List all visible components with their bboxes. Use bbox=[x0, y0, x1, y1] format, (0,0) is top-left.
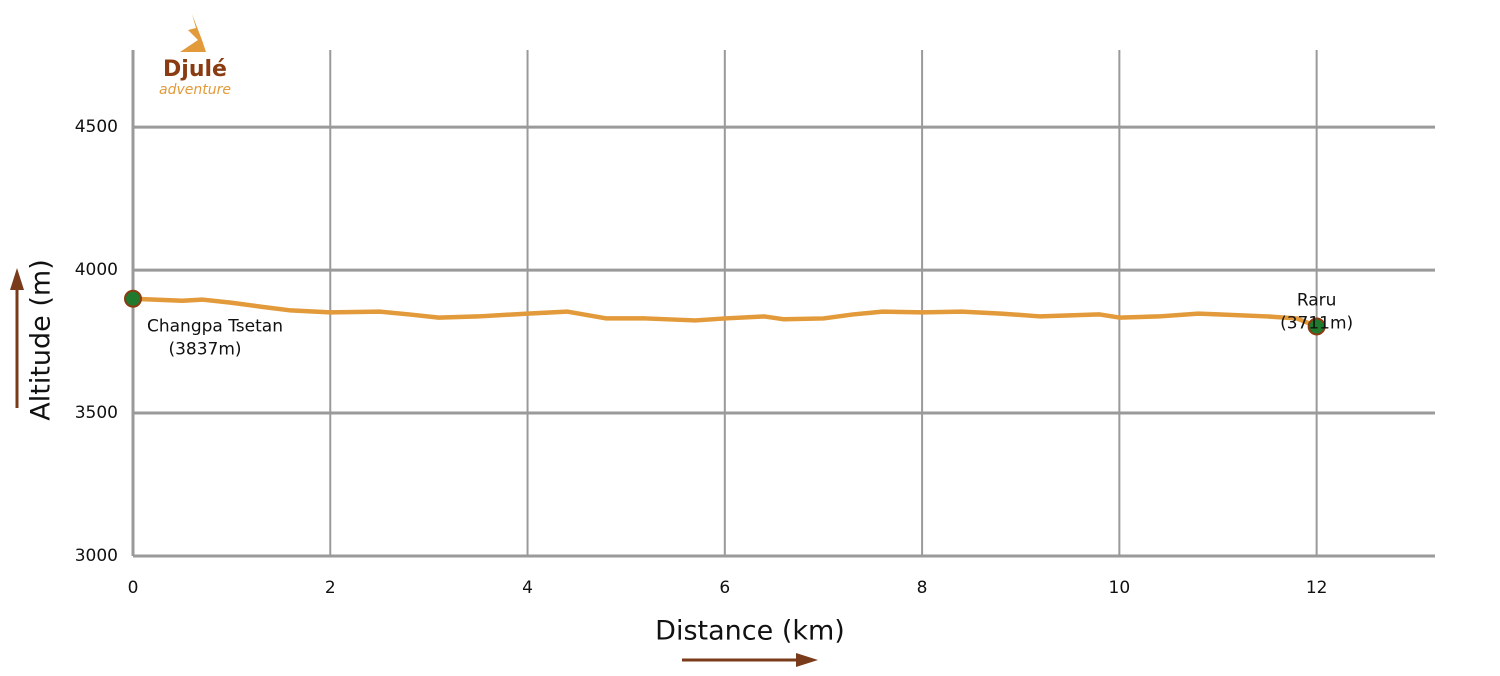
x-tick-label: 4 bbox=[522, 578, 533, 598]
logo-name: Djulé bbox=[163, 57, 227, 82]
series-line bbox=[132, 296, 1318, 329]
logo-icon bbox=[180, 14, 206, 52]
y-tick-label: 3000 bbox=[75, 546, 118, 566]
x-tick-label: 0 bbox=[128, 578, 139, 598]
annotation: (3711m) bbox=[1280, 313, 1353, 333]
y-tick-label: 3500 bbox=[75, 403, 118, 423]
x-axis-title: Distance (km) bbox=[655, 616, 845, 647]
x-arrow bbox=[682, 653, 818, 667]
annotation: Changpa Tsetan bbox=[147, 317, 283, 337]
x-tick-label: 12 bbox=[1306, 578, 1328, 598]
y-tick-label: 4500 bbox=[75, 117, 118, 137]
x-tick-label: 10 bbox=[1109, 578, 1131, 598]
logo-tagline: adventure bbox=[159, 82, 231, 98]
annotation: Raru bbox=[1297, 290, 1337, 310]
x-tick-label: 6 bbox=[719, 578, 730, 598]
x-tick-label: 8 bbox=[917, 578, 928, 598]
endpoint-marker bbox=[1307, 317, 1326, 336]
endpoint-marker bbox=[124, 289, 142, 308]
logo: Djulé adventure bbox=[159, 14, 231, 98]
y-axis-title: Altitude (m) bbox=[26, 259, 57, 420]
y-arrow bbox=[10, 268, 24, 408]
x-tick-label: 2 bbox=[325, 578, 336, 598]
y-tick-label: 4000 bbox=[75, 260, 118, 280]
annotation: (3837m) bbox=[168, 340, 241, 360]
